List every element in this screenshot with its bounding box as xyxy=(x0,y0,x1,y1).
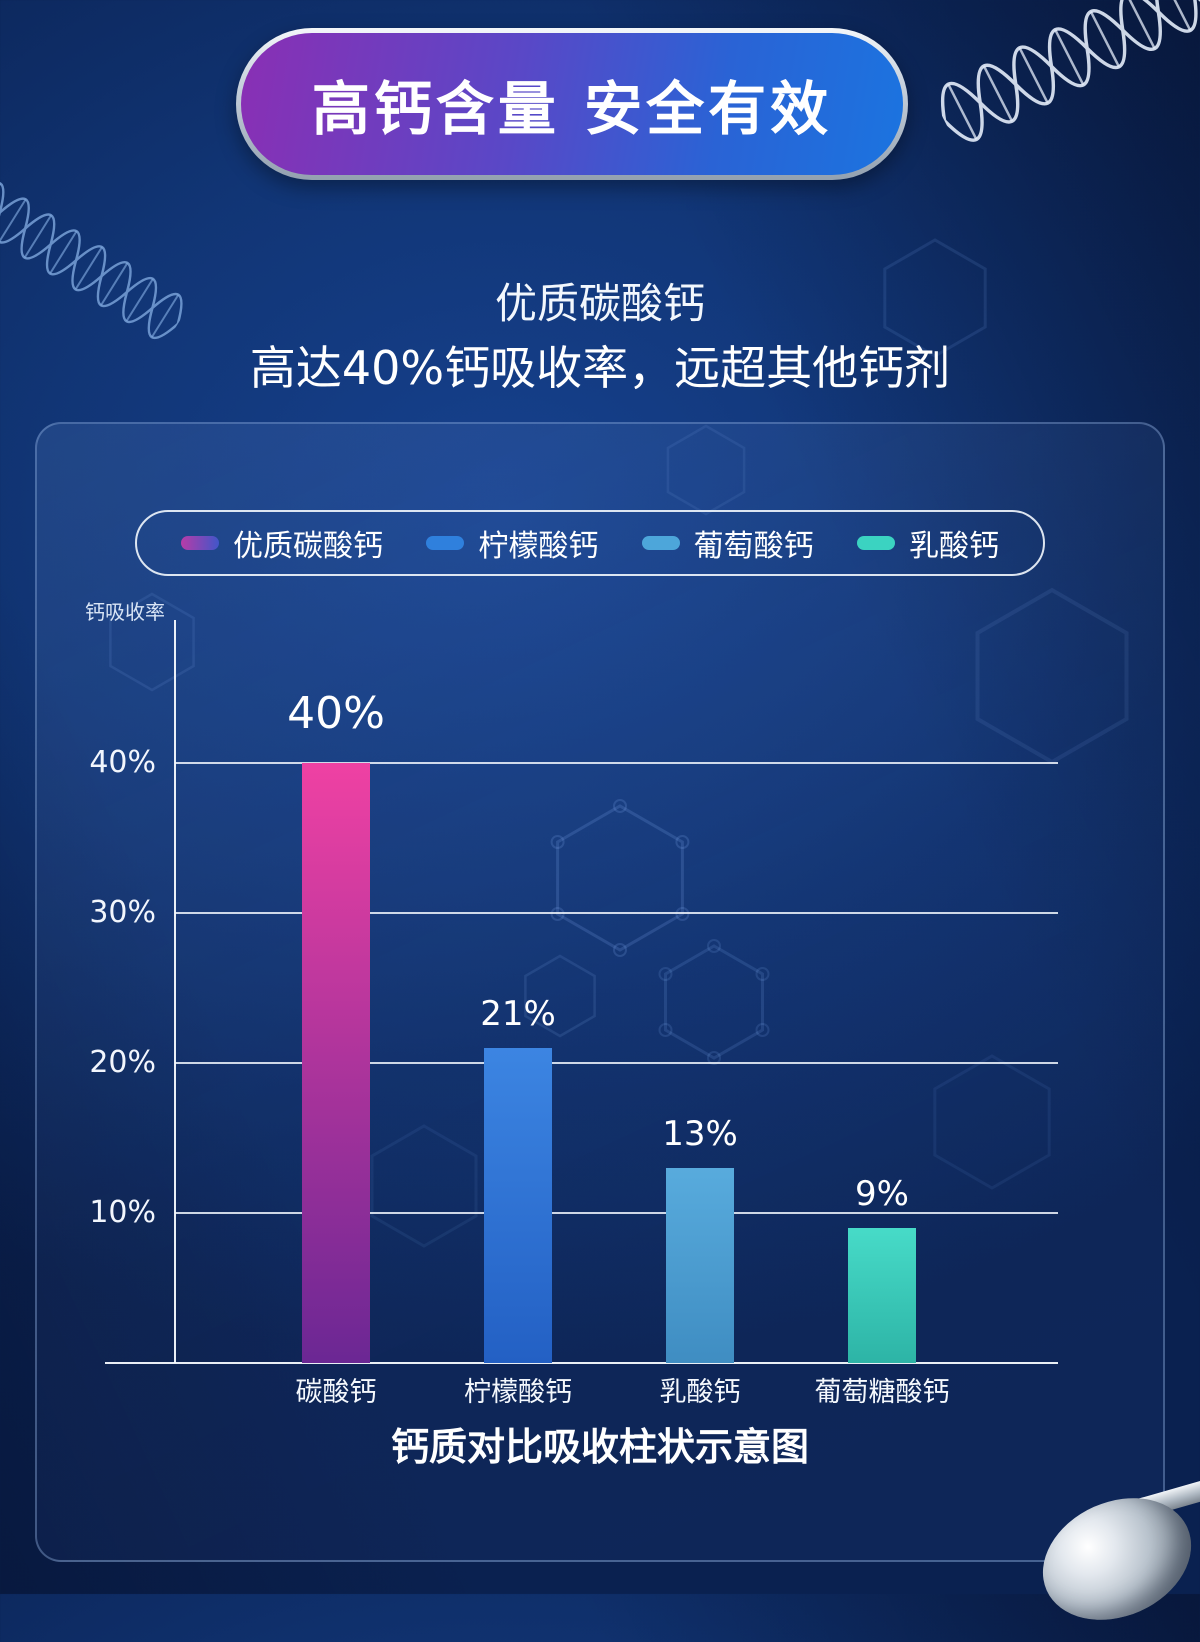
bar-value-label: 13% xyxy=(610,1112,790,1156)
y-tick-label: 30% xyxy=(28,896,156,930)
bar-value-label: 9% xyxy=(792,1172,972,1216)
bar-乳酸钙 xyxy=(666,1168,734,1363)
bar-碳酸钙 xyxy=(302,763,370,1363)
x-category-label: 葡萄糖酸钙 xyxy=(772,1376,992,1410)
y-tick-label: 10% xyxy=(28,1196,156,1230)
chart-caption: 钙质对比吸收柱状示意图 xyxy=(0,1416,1200,1471)
bar-葡萄糖酸钙 xyxy=(848,1228,916,1363)
y-tick-label: 40% xyxy=(28,746,156,780)
y-tick-label: 20% xyxy=(28,1046,156,1080)
y-axis-line xyxy=(174,620,176,1363)
bar-value-label: 40% xyxy=(246,687,426,741)
bar-value-label: 21% xyxy=(428,992,608,1036)
bar-柠檬酸钙 xyxy=(484,1048,552,1363)
